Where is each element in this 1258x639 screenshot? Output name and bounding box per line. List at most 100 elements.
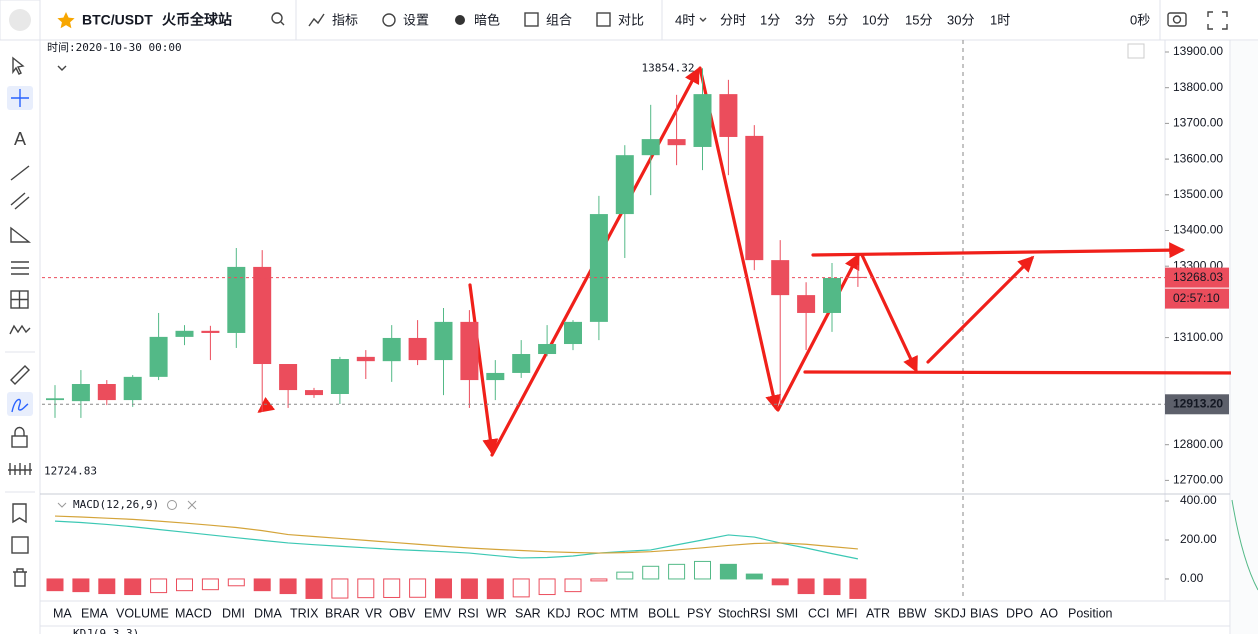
fib-tool[interactable] bbox=[11, 261, 29, 275]
macd-line bbox=[54, 520, 859, 560]
indicator-tab[interactable]: EMA bbox=[81, 606, 109, 620]
indicator-tab[interactable]: BBW bbox=[898, 606, 927, 620]
theme-icon[interactable] bbox=[455, 15, 465, 25]
candle-body bbox=[460, 321, 479, 381]
indicator-tab[interactable]: VR bbox=[365, 606, 382, 620]
camera-icon[interactable] bbox=[1167, 12, 1187, 27]
interval-button[interactable]: 15分 bbox=[905, 12, 932, 27]
macd-line bbox=[54, 515, 858, 554]
indicator-tab[interactable]: CCI bbox=[808, 606, 830, 620]
indicator-tab[interactable]: WR bbox=[486, 606, 507, 620]
toolbar-menu[interactable]: 设置 bbox=[403, 12, 429, 27]
indicator-tab[interactable]: OBV bbox=[389, 606, 416, 620]
toolbar-menu[interactable]: 暗色 bbox=[474, 12, 500, 27]
interval-button[interactable]: 分时 bbox=[720, 12, 746, 27]
candle-body bbox=[330, 359, 349, 395]
avatar[interactable] bbox=[9, 9, 31, 31]
candle-body bbox=[227, 266, 246, 333]
indicator-icon[interactable] bbox=[308, 13, 325, 27]
candle-body bbox=[149, 336, 168, 377]
ruler-tool[interactable] bbox=[10, 365, 30, 385]
collapse-arrow[interactable] bbox=[57, 502, 67, 508]
toolbar-menu[interactable]: 指标 bbox=[332, 12, 358, 27]
compare-icon[interactable] bbox=[596, 12, 611, 27]
shape-tool[interactable] bbox=[10, 226, 32, 243]
indicator-tab[interactable]: MA bbox=[53, 606, 72, 620]
indicator-tab[interactable]: KDJ bbox=[547, 606, 571, 620]
bookmark-tool[interactable] bbox=[12, 503, 27, 524]
indicator-tab[interactable]: SKDJ bbox=[934, 606, 966, 620]
indicator-tab[interactable]: DMA bbox=[254, 606, 282, 620]
y-tick-label: 400.00 bbox=[1180, 493, 1217, 507]
settings-icon[interactable] bbox=[382, 13, 396, 27]
search-icon[interactable] bbox=[271, 12, 283, 24]
interval-button[interactable]: 1时 bbox=[990, 12, 1010, 27]
text-tool[interactable]: A bbox=[14, 129, 26, 149]
pane-title: KDJ(9,3,3) bbox=[73, 627, 139, 634]
maximize-pane[interactable] bbox=[1127, 43, 1145, 59]
arrow bbox=[468, 283, 499, 456]
indicator-tab[interactable]: DPO bbox=[1006, 606, 1033, 620]
indicator-tab[interactable]: SAR bbox=[515, 606, 541, 620]
candle-body bbox=[641, 139, 660, 156]
interval-button[interactable]: 4时 bbox=[675, 12, 695, 27]
candle-body bbox=[356, 356, 375, 362]
macd-bar bbox=[771, 578, 789, 586]
edit-tool[interactable] bbox=[11, 536, 29, 554]
indicator-tab[interactable]: DMI bbox=[222, 606, 245, 620]
indicator-tab[interactable]: VOLUME bbox=[116, 606, 169, 620]
delete-tool[interactable] bbox=[13, 568, 27, 587]
indicator-tab[interactable]: TRIX bbox=[290, 606, 319, 620]
interval-button[interactable]: 10分 bbox=[862, 12, 889, 27]
indicator-tab[interactable]: Position bbox=[1068, 606, 1113, 620]
toolbar-menu[interactable]: 组合 bbox=[546, 12, 572, 27]
indicator-tab[interactable]: MACD bbox=[175, 606, 212, 620]
fullscreen-icon[interactable] bbox=[1207, 11, 1228, 30]
trend-tool[interactable] bbox=[10, 165, 30, 181]
macd-bar bbox=[719, 563, 737, 580]
brush-tool bbox=[11, 398, 29, 413]
toolbar bbox=[0, 0, 1228, 41]
channel-tool[interactable] bbox=[10, 192, 30, 210]
indicator-tab[interactable]: RSI bbox=[458, 606, 479, 620]
indicator-tab[interactable]: BOLL bbox=[648, 606, 680, 620]
indicator-tab[interactable]: BIAS bbox=[970, 606, 999, 620]
drawing-tools: A bbox=[5, 56, 35, 587]
macd-bar bbox=[590, 578, 608, 582]
close-icon[interactable] bbox=[187, 500, 197, 510]
interval-button[interactable]: 30分 bbox=[947, 12, 974, 27]
arrow bbox=[860, 253, 918, 373]
dropdown-arrow[interactable] bbox=[699, 17, 707, 22]
y-tick-label: 13500.00 bbox=[1173, 187, 1223, 201]
indicator-tab[interactable]: PSY bbox=[687, 606, 713, 620]
symbol[interactable]: BTC/USDT bbox=[82, 12, 153, 28]
indicator-tab[interactable]: ROC bbox=[577, 606, 605, 620]
hide-tool[interactable] bbox=[8, 463, 32, 475]
indicator-tab[interactable]: MTM bbox=[610, 606, 638, 620]
indicator-tab[interactable]: ATR bbox=[866, 606, 890, 620]
interval-button[interactable]: 1分 bbox=[760, 12, 780, 27]
y-tick-label: 13600.00 bbox=[1173, 151, 1223, 165]
collapse-arrow[interactable] bbox=[57, 65, 67, 71]
layout-icon[interactable] bbox=[524, 12, 539, 27]
macd-bar bbox=[279, 578, 297, 595]
current-price-tag bbox=[1165, 267, 1229, 288]
interval-button[interactable]: 3分 bbox=[795, 12, 815, 27]
favorite-star[interactable] bbox=[57, 12, 75, 29]
settings-icon[interactable] bbox=[167, 500, 177, 510]
wave-tool[interactable] bbox=[9, 324, 31, 335]
indicator-tab[interactable]: EMV bbox=[424, 606, 452, 620]
current-price: 13268.03 bbox=[1173, 270, 1223, 284]
lock-tool[interactable] bbox=[11, 435, 28, 448]
indicator-tab[interactable]: SMI bbox=[776, 606, 798, 620]
toolbar-menu[interactable]: 对比 bbox=[618, 12, 644, 27]
timer: 02:57:10 bbox=[1173, 291, 1220, 305]
indicator-tab[interactable]: StochRSI bbox=[718, 606, 771, 620]
interval-button[interactable]: 5分 bbox=[828, 12, 848, 27]
indicator-tab[interactable]: MFI bbox=[836, 606, 858, 620]
indicator-tab[interactable]: AO bbox=[1040, 606, 1058, 620]
indicator-tab[interactable]: BRAR bbox=[325, 606, 360, 620]
candle-body bbox=[797, 295, 816, 313]
cursor-tool[interactable] bbox=[12, 56, 25, 75]
exchange[interactable]: 火币全球站 bbox=[162, 12, 232, 28]
